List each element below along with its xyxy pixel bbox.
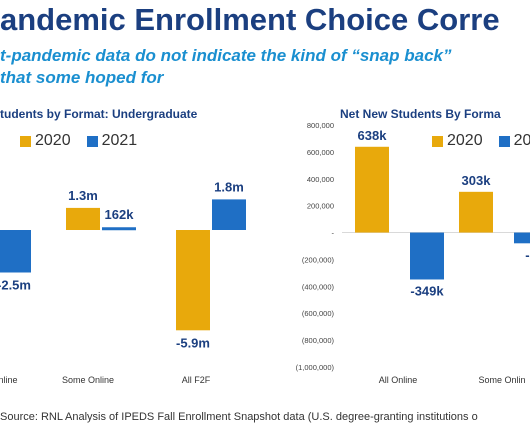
y-tick-label-8: (800,000) [302, 336, 335, 345]
data-label-2020-2: -5.9m [176, 335, 210, 350]
y-tick-label-9: (1,000,000) [296, 363, 335, 372]
right-data-label-202-0: -349k [410, 283, 444, 298]
slide-title: andemic Enrollment Choice Corre [0, 2, 500, 37]
bar-2020-2 [176, 230, 210, 331]
y-tick-label-0: 800,000 [307, 121, 334, 130]
category-label-1: Some Online [62, 375, 114, 385]
left-chart-legend: 2020 2021 [20, 132, 153, 150]
right-category-label-0: All Online [379, 375, 418, 385]
category-label-2: All F2F [182, 375, 211, 385]
left-bar-chart: -2.5m nline 1.3m 162k Some Online -5.9m 1.8m Al… [0, 179, 246, 385]
right-bar-202-1 [514, 232, 530, 244]
legend-item-2020: 2020 [20, 132, 71, 150]
source-note: Source: RNL Analysis of IPEDS Fall Enrol… [0, 411, 478, 423]
y-tick-label-1: 600,000 [307, 148, 334, 157]
right-chart-title: Net New Students By Forma [340, 107, 501, 121]
legend-label-2021: 2021 [101, 132, 138, 149]
legend-label-2020-right: 2020 [447, 132, 483, 149]
right-bar-chart: 800,000 600,000 400,000 200,000 - (200,000) (4… [296, 121, 530, 385]
left-chart-title: tudents by Format: Undergraduate [0, 107, 198, 121]
data-label-2021-0: -2.5m [0, 278, 31, 293]
bar-2020-1 [66, 207, 100, 230]
right-data-label-2020-1: 303k [462, 173, 492, 188]
legend-item-2021: 2021 [86, 132, 138, 150]
y-tick-label-5: (200,000) [302, 255, 335, 264]
bar-2021-1 [102, 227, 136, 231]
data-label-2021-2: 1.8m [214, 179, 244, 194]
legend-item-2020-right: 2020 [432, 132, 483, 150]
slide-subtitle-line-1: t-pandemic data do not indicate the kind… [0, 46, 452, 65]
legend-swatch-2020-right [432, 135, 443, 147]
right-chart-legend: 2020 202 [432, 132, 530, 150]
legend-label-2021-right: 202 [513, 132, 530, 149]
data-label-2020-1: 1.3m [68, 188, 98, 203]
y-tick-label-2: 400,000 [307, 175, 334, 184]
y-tick-label-3: 200,000 [307, 202, 334, 211]
legend-swatch-2021 [86, 135, 98, 147]
category-label-0: nline [0, 375, 18, 385]
right-category-label-1: Some Onlin [478, 375, 525, 385]
slide-subtitle-line-2: that some hoped for [0, 68, 164, 87]
right-bar-2020-1 [459, 191, 493, 233]
right-bar-202-0 [410, 232, 444, 280]
right-data-label-2020-0: 638k [358, 128, 388, 143]
legend-swatch-2021-right [498, 135, 510, 147]
y-tick-label-4: - [332, 229, 335, 238]
legend-item-2021-right: 202 [498, 132, 530, 150]
legend-swatch-2020 [20, 135, 31, 147]
bar-2021-2 [212, 199, 246, 230]
bar-2021-0 [0, 230, 31, 273]
right-data-label-202-1: -8 [525, 247, 530, 262]
right-bar-2020-0 [355, 146, 389, 233]
y-tick-label-7: (600,000) [302, 309, 335, 318]
data-label-2021-1: 162k [105, 207, 135, 222]
y-tick-label-6: (400,000) [302, 282, 335, 291]
legend-label-2020: 2020 [35, 132, 71, 149]
